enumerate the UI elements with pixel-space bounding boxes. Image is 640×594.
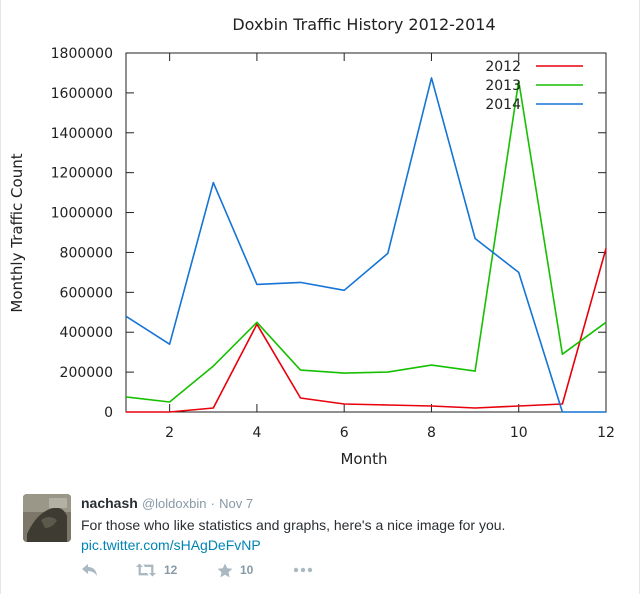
x-axis-label: Month — [340, 450, 387, 468]
author-handle[interactable]: @loldoxbin — [141, 496, 207, 511]
x-tick-label: 12 — [597, 425, 615, 441]
plot-frame — [125, 52, 607, 413]
y-tick-label: 1600000 — [51, 86, 113, 102]
y-tick-label: 0 — [104, 405, 113, 421]
tweet-header: nachash @loldoxbin · Nov 7 — [81, 494, 621, 514]
legend: 2012 2013 2014 — [485, 59, 583, 113]
tweet-text: For those who like statistics and graphs… — [81, 517, 506, 533]
tweet-actions: 12 10 — [81, 560, 481, 580]
traffic-line-chart: Doxbin Traffic History 2012-2014 0 200000… — [8, 15, 615, 468]
y-tick-label: 1800000 — [51, 46, 113, 62]
series-line-2013 — [125, 80, 607, 403]
more-icon — [293, 567, 313, 573]
tweet-media-link[interactable]: pic.twitter.com/sHAgDeFvNP — [81, 537, 261, 553]
author-name[interactable]: nachash — [81, 495, 138, 511]
x-tick-label: 6 — [340, 425, 349, 441]
series-lines — [125, 77, 607, 413]
tweet: nachash @loldoxbin · Nov 7 For those who… — [23, 494, 623, 590]
y-tick-label: 600000 — [60, 285, 113, 301]
favorite-count: 10 — [240, 563, 254, 577]
avatar[interactable] — [23, 494, 71, 542]
y-tick-label: 800000 — [60, 245, 113, 261]
y-axis-label: Monthly Traffic Count — [8, 153, 26, 312]
y-tick-label: 1000000 — [51, 206, 113, 222]
legend-label: 2014 — [485, 97, 521, 113]
y-tick-label: 200000 — [60, 365, 113, 381]
header-separator: · — [210, 496, 215, 511]
avatar-image — [23, 494, 71, 542]
more-button[interactable] — [293, 560, 313, 580]
y-axis: 0 200000 400000 600000 800000 1000000 1200000 1… — [51, 46, 606, 421]
x-tick-label: 8 — [427, 425, 436, 441]
retweet-count: 12 — [164, 563, 178, 577]
tweet-time[interactable]: Nov 7 — [219, 496, 254, 511]
x-tick-label: 10 — [510, 425, 528, 441]
y-tick-label: 1200000 — [51, 166, 113, 182]
star-icon — [217, 563, 233, 577]
retweet-icon — [136, 563, 156, 577]
series-line-2012 — [126, 248, 607, 413]
x-tick-label: 4 — [252, 425, 261, 441]
series-line-2014 — [125, 77, 606, 413]
x-axis: 2 4 6 8 10 12 — [165, 53, 615, 441]
legend-label: 2013 — [485, 78, 521, 94]
retweet-button[interactable]: 12 — [135, 560, 177, 580]
chart-title: Doxbin Traffic History 2012-2014 — [232, 15, 495, 34]
legend-label: 2012 — [485, 59, 521, 75]
reply-button[interactable] — [81, 560, 99, 580]
x-tick-label: 2 — [165, 425, 174, 441]
y-tick-label: 1400000 — [51, 126, 113, 142]
y-tick-label: 400000 — [60, 325, 113, 341]
reply-icon — [82, 564, 97, 576]
tweet-body: nachash @loldoxbin · Nov 7 For those who… — [81, 494, 621, 555]
favorite-button[interactable]: 10 — [217, 560, 253, 580]
